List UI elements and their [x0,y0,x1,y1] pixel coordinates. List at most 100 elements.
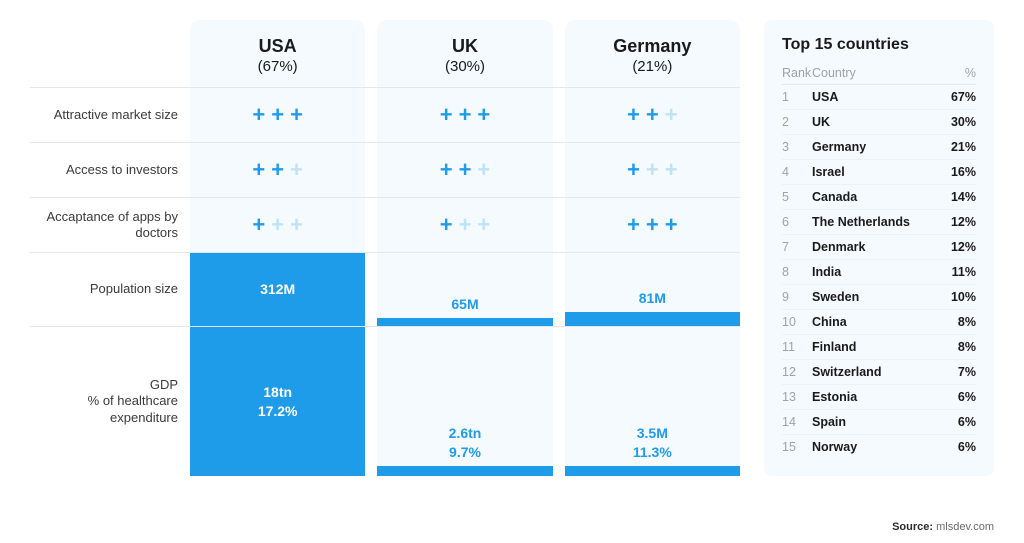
country-header-1: UK(30%) [377,20,552,87]
gdp-label: GDP % of healthcare expenditure [30,327,190,476]
col-country: Country [812,62,932,85]
country-cell: UK [812,110,932,135]
plus-icon: + [271,157,284,183]
pct-cell: 8% [932,335,976,360]
bar-value-label: 3.5M11.3% [565,424,740,466]
pct-cell: 7% [932,360,976,385]
table-row: 11Finland8% [782,335,976,360]
table-row: 7Denmark12% [782,235,976,260]
criteria-label: Attractive market size [30,88,190,142]
plus-icon: + [627,212,640,238]
bar-fill: 312M [190,253,365,326]
ranking-title: Top 15 countries [782,36,976,54]
country-cell: The Netherlands [812,210,932,235]
criteria-cell: +++ [565,88,740,142]
criteria-cell: +++ [565,143,740,197]
pct-cell: 16% [932,160,976,185]
criteria-cell: +++ [377,198,552,252]
rank-cell: 5 [782,185,812,210]
criteria-cell: +++ [377,88,552,142]
country-cell: Germany [812,135,932,160]
table-row: 3Germany21% [782,135,976,160]
rank-cell: 10 [782,310,812,335]
plus-icon: + [290,157,303,183]
table-row: 10China8% [782,310,976,335]
plus-icon: + [440,102,453,128]
pct-cell: 67% [932,85,976,110]
country-pct: (21%) [632,58,672,75]
bar-fill [377,318,552,326]
bar-fill [377,466,552,476]
rank-cell: 6 [782,210,812,235]
criteria-cell: +++ [190,198,365,252]
table-row: 2UK30% [782,110,976,135]
pct-cell: 6% [932,385,976,410]
table-row: 8India11% [782,260,976,285]
table-row: 14Spain6% [782,410,976,435]
bar-cell: 312M [190,253,365,326]
pct-cell: 14% [932,185,976,210]
country-cell: India [812,260,932,285]
plus-icon: + [665,157,678,183]
country-cell: Switzerland [812,360,932,385]
plus-icon: + [477,212,490,238]
bar-cell: 3.5M11.3% [565,327,740,476]
pct-cell: 8% [932,310,976,335]
plus-icon: + [290,212,303,238]
plus-icon: + [665,212,678,238]
plus-icon: + [477,102,490,128]
bar-cell: 18tn17.2% [190,327,365,476]
rank-cell: 2 [782,110,812,135]
plus-icon: + [440,157,453,183]
bar-value-label: 18tn [263,383,292,402]
country-pct: (30%) [445,58,485,75]
pct-cell: 21% [932,135,976,160]
pct-cell: 6% [932,435,976,460]
country-cell: Estonia [812,385,932,410]
ranking-panel: Top 15 countries Rank Country % 1USA67%2… [764,20,994,476]
plus-icon: + [477,157,490,183]
table-row: 13Estonia6% [782,385,976,410]
criteria-cell: +++ [190,88,365,142]
criteria-row-0: Attractive market size+++++++++ [30,87,740,142]
rank-cell: 12 [782,360,812,385]
bar-value-label: 2.6tn9.7% [377,424,552,466]
population-row: Population size 312M65M81M [30,252,740,326]
rank-cell: 11 [782,335,812,360]
pct-cell: 6% [932,410,976,435]
bar-fill [565,466,740,476]
pct-cell: 10% [932,285,976,310]
country-cell: Denmark [812,235,932,260]
pct-cell: 12% [932,210,976,235]
rank-cell: 14 [782,410,812,435]
bar-cell: 81M [565,253,740,326]
country-name: Germany [613,36,691,57]
population-label: Population size [30,253,190,326]
country-cell: Israel [812,160,932,185]
country-cell: USA [812,85,932,110]
ranking-table: Rank Country % 1USA67%2UK30%3Germany21%4… [782,62,976,459]
criteria-row-2: Accaptance of apps by doctors+++++++++ [30,197,740,252]
plus-icon: + [646,212,659,238]
source-line: Source: mlsdev.com [892,521,994,533]
col-pct: % [932,62,976,85]
rank-cell: 13 [782,385,812,410]
pct-cell: 11% [932,260,976,285]
criteria-cell: +++ [377,143,552,197]
plus-icon: + [646,157,659,183]
plus-icon: + [459,102,472,128]
bar-fill [565,312,740,326]
country-name: USA [259,36,297,57]
criteria-label: Accaptance of apps by doctors [30,198,190,252]
country-header-2: Germany(21%) [565,20,740,87]
plus-icon: + [271,212,284,238]
bar-value-label: 312M [260,280,295,299]
table-row: 12Switzerland7% [782,360,976,385]
plus-icon: + [459,212,472,238]
bar-value-label: 81M [565,289,740,312]
plus-icon: + [252,212,265,238]
rank-cell: 4 [782,160,812,185]
country-name: UK [452,36,478,57]
plus-icon: + [252,102,265,128]
criteria-row-1: Access to investors+++++++++ [30,142,740,197]
